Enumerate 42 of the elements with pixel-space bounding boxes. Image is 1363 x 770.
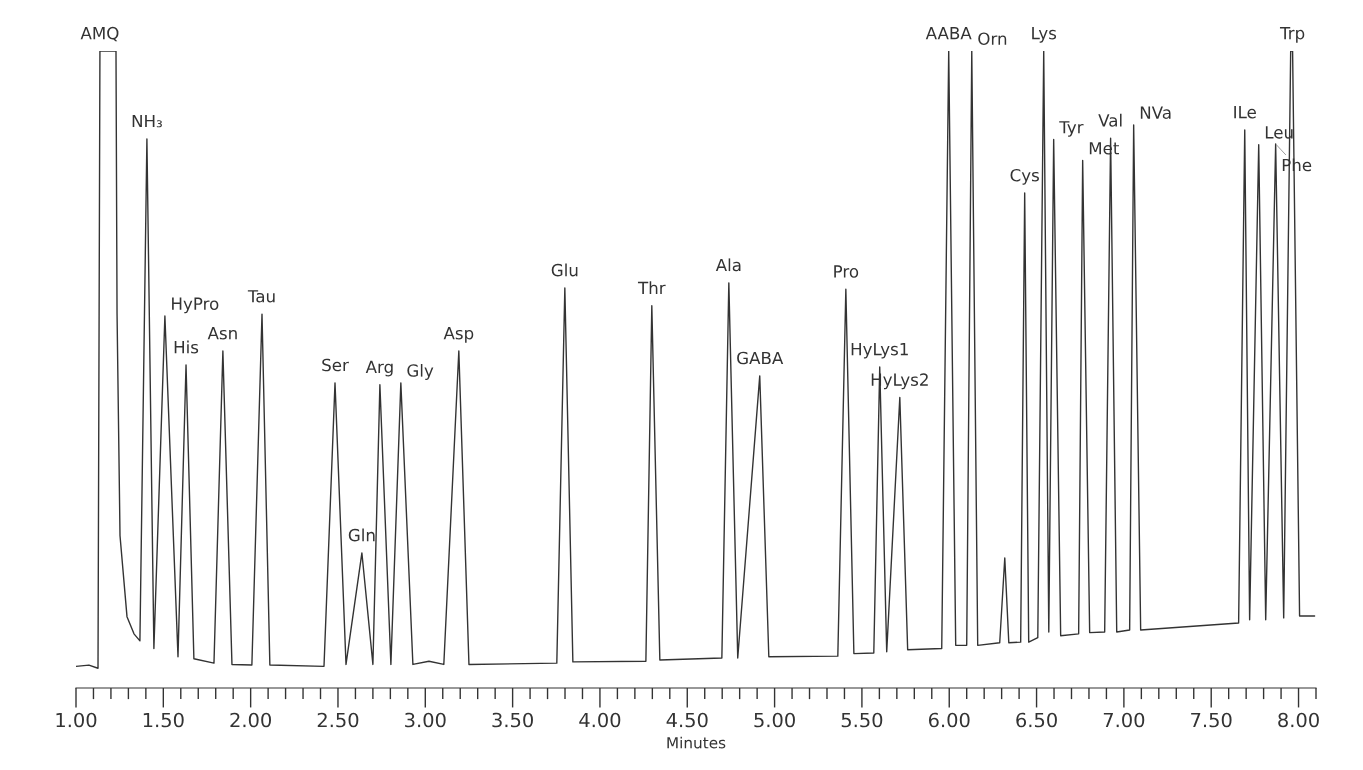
annotation: Arg [365,360,393,377]
x-tick-label: 2.00 [230,712,271,728]
annotation: AABA [925,27,972,40]
annotation: Glu [551,263,578,277]
annotation: Cys [1010,168,1039,185]
annotation: Gln [348,528,375,542]
annotation: Pro [834,265,859,278]
annotation: Asn [207,327,237,340]
annotation: Lys [1032,27,1057,43]
annotation: Tyr [1059,121,1084,137]
x-tick-label: 6.00 [928,712,970,728]
x-tick-label: 1.00 [56,712,97,728]
annotation: Trp [1279,27,1305,43]
annotation: Val [1098,113,1122,127]
x-tick-label: 7.00 [1103,712,1145,728]
x-tick-label: 7.50 [1191,712,1232,728]
annotation: Orn [978,32,1007,45]
annotation: Ser [322,358,349,372]
x-tick-label: 5.00 [754,712,795,728]
annotation: NH₃ [132,114,162,128]
x-tick-label: 1.50 [143,712,184,728]
x-axis-title: Minutes [667,736,726,749]
annotation: ILe [1234,106,1256,119]
annotation: GABA [737,351,784,365]
x-tick-label: 6.50 [1016,712,1057,728]
annotation: Tau [247,290,275,303]
annotation: Gly [407,363,434,381]
x-tick-label: 8.00 [1278,712,1319,728]
annotation: NVa [1140,106,1171,119]
annotation: AMQ [80,26,119,42]
annotation: HyLys1 [851,343,908,359]
x-tick-label: 3.00 [405,712,446,728]
annotation: Ala [715,258,741,272]
annotation: Thr [637,281,666,294]
annotation: HyPro [172,297,219,314]
x-tick-label: 2.50 [317,712,359,728]
x-tick-label: 5.50 [841,712,883,728]
x-tick-label: 3.50 [492,712,533,728]
x-tick-label: 4.50 [666,712,708,728]
x-tick-label: 4.00 [579,712,621,728]
annotation: His [174,340,199,354]
annotation: Asp [443,327,474,343]
